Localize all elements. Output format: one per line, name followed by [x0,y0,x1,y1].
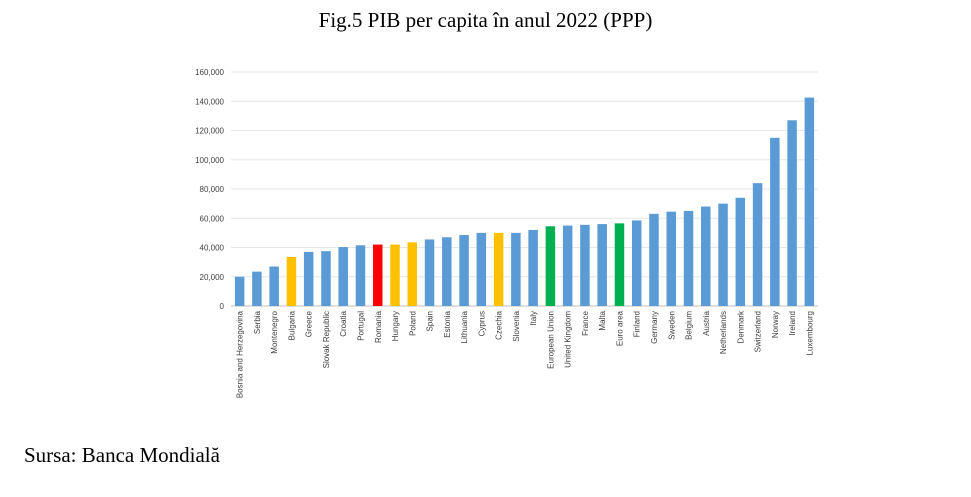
x-tick-label: Netherlands [719,311,728,354]
bar [631,220,642,306]
x-tick-label: Lithuania [460,310,469,343]
bar [234,276,245,306]
y-tick-label: 100,000 [195,156,224,165]
x-tick-label: Switzerland [754,311,763,352]
x-tick-label: Slovak Republic [322,311,331,368]
x-tick-label: Ireland [788,311,797,335]
chart-title: Fig.5 PIB per capita în anul 2022 (PPP) [318,8,653,32]
x-tick-label: Greece [305,310,314,337]
x-tick-label: Cyprus [477,311,486,336]
bar [701,206,711,306]
bar [511,232,521,306]
y-tick-label: 40,000 [200,244,225,253]
bar [442,237,452,306]
bar [666,211,676,306]
x-tick-label: Romania [374,310,383,343]
bar [252,271,262,306]
y-tick-label: 20,000 [200,273,225,282]
y-tick-label: 80,000 [200,185,225,194]
x-tick-label: Germany [650,311,659,344]
y-axis: 0 20,000 40,000 60,000 80,000 100,000 120,000 1… [195,68,224,311]
bar [545,226,556,306]
x-tick-label: Malta [598,310,607,330]
x-tick-label: Finland [633,311,642,337]
x-tick-label: Portugal [356,311,365,341]
x-tick-label: European Union [546,311,555,369]
bar [787,120,797,306]
x-tick-label: Estonia [443,310,452,337]
bar [355,245,366,306]
source-note: Sursa: Banca Mondială [24,443,220,467]
bar [373,244,383,306]
bar [718,203,728,306]
x-tick-label: Italy [529,311,538,326]
x-tick-label: Denmark [736,310,745,343]
bar [683,210,694,306]
bar [649,213,659,306]
x-tick-label: Euro area [615,310,624,346]
bar [269,266,279,306]
x-tick-label: Poland [408,311,417,336]
x-tick-label: Hungary [391,311,400,341]
bar [338,247,348,306]
x-tick-label: Bosnia and Herzegovina [236,310,245,398]
bar [321,251,331,306]
x-tick-label: Serbia [253,310,262,334]
y-tick-label: 60,000 [200,214,225,223]
gridlines [231,71,818,307]
bar [286,257,297,306]
bar [597,224,607,306]
x-tick-label: Sweden [667,311,676,340]
bar [735,197,746,306]
bar-chart: 0 20,000 40,000 60,000 80,000 100,000 120,000 1… [195,68,818,398]
x-tick-label: United Kingdom [564,311,573,368]
bar [770,137,780,306]
y-tick-label: 0 [220,302,225,311]
x-tick-label: Norway [771,311,780,338]
y-tick-label: 140,000 [195,97,224,106]
x-tick-label: Croatia [339,310,348,336]
bar [614,223,625,306]
y-tick-label: 160,000 [195,68,224,77]
y-tick-label: 120,000 [195,127,224,136]
x-tick-label: Czechia [495,310,504,339]
bar [459,235,469,306]
x-tick-label: Luxembourg [805,311,814,355]
x-tick-label: Montenegro [270,310,279,353]
x-tick-label: Spain [426,311,435,331]
bar [303,251,314,306]
bar [804,97,815,306]
bar [407,242,418,306]
bar [424,239,435,306]
bar [528,229,538,306]
bar [752,183,763,306]
bar [476,232,487,306]
x-tick-label: Bulgaria [287,310,296,340]
x-axis: Bosnia and Herzegovina Serbia Montenegro Bu… [236,310,815,398]
bar [562,225,573,306]
x-tick-label: Austria [702,310,711,335]
x-tick-label: Slovenia [512,310,521,341]
x-tick-label: France [581,310,590,335]
bar [580,224,590,306]
bars [234,97,815,306]
bar [390,244,400,306]
bar [493,232,504,306]
x-tick-label: Belgium [685,311,694,340]
